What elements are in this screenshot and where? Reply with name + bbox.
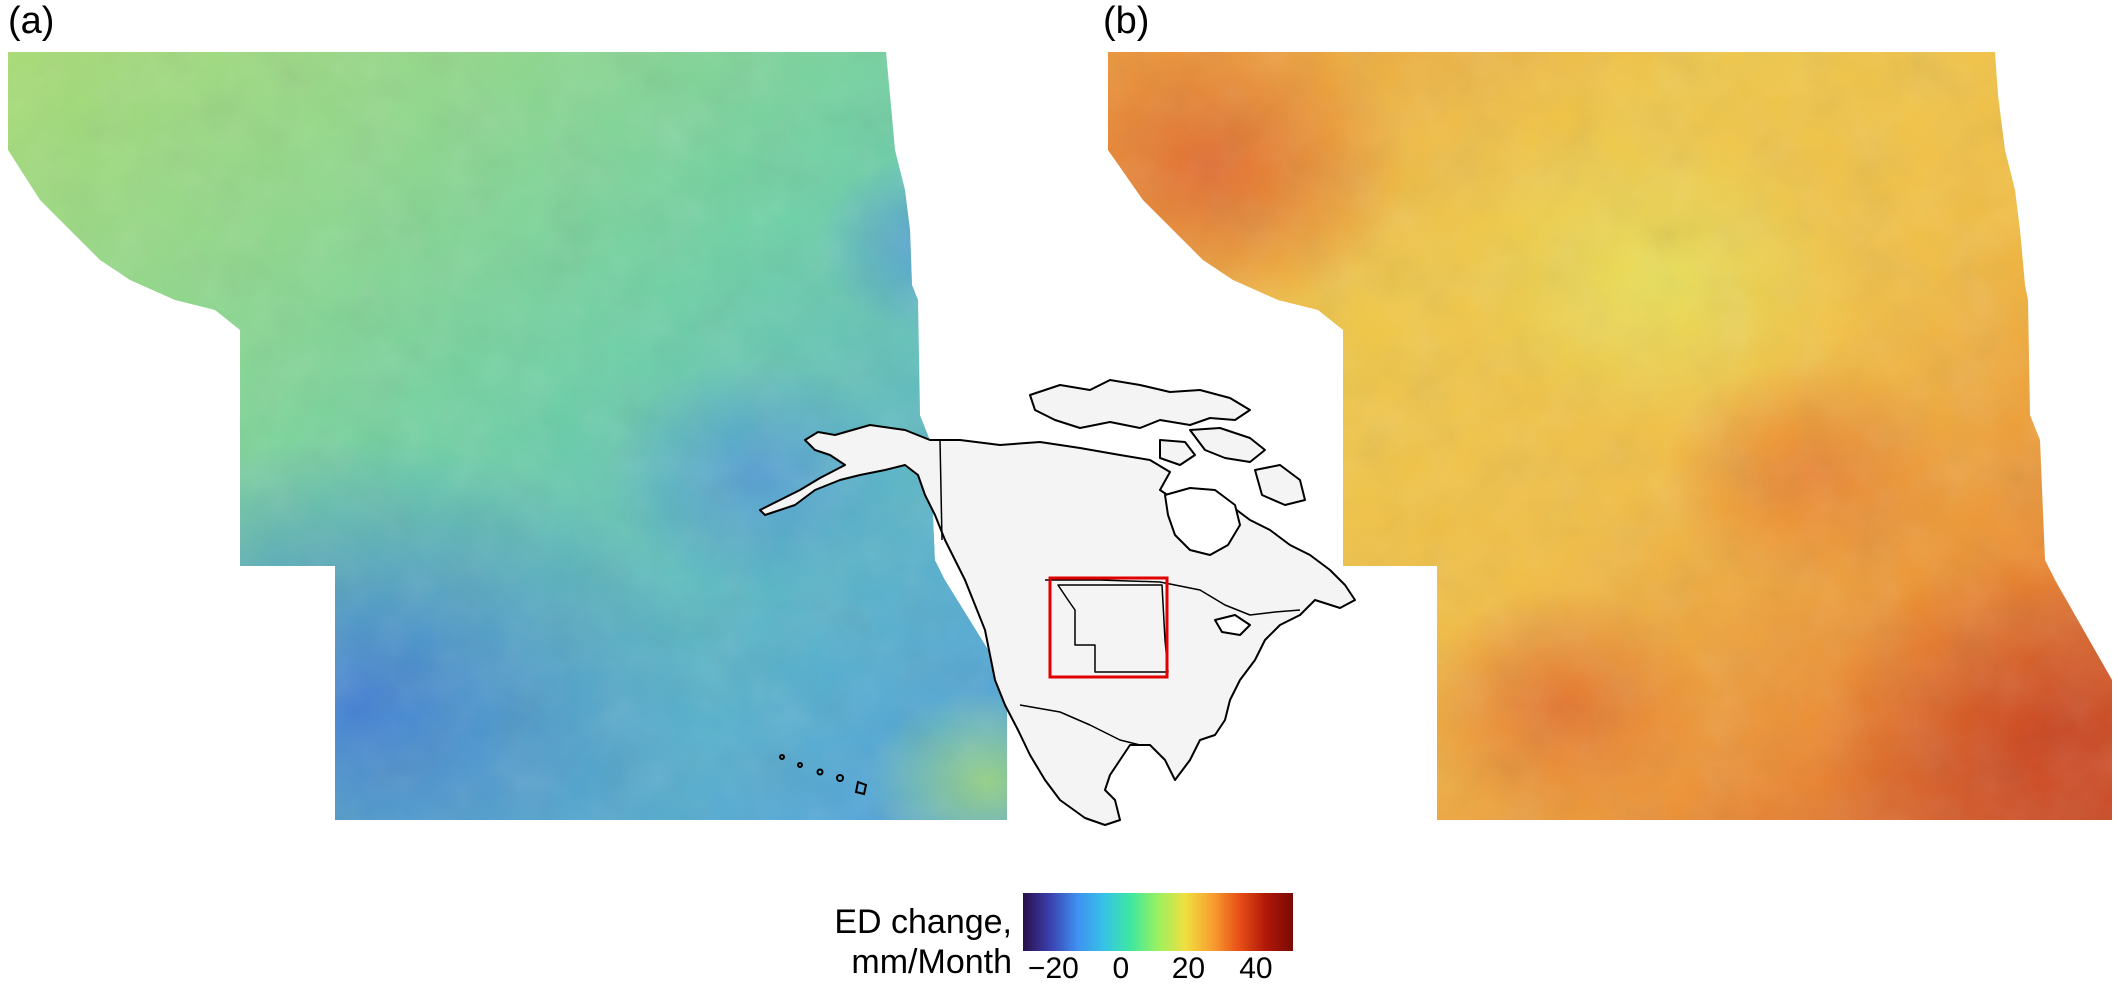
legend-tick-label: −20 — [1027, 952, 1079, 985]
legend-title-line1: ED change, — [834, 903, 1012, 941]
legend-tick-label: 0 — [1112, 952, 1130, 985]
hawaii-islands — [779, 754, 868, 796]
panel-label-b: (b) — [1103, 0, 1150, 42]
legend-title-line2: mm/Month — [851, 943, 1012, 981]
study-area-box — [1048, 576, 1169, 679]
north-america-inset-map — [759, 379, 1356, 826]
legend-tick-label: 40 — [1239, 952, 1273, 985]
panel-label-a: (a) — [8, 0, 55, 42]
map-panel-b — [1108, 52, 2112, 820]
legend-tick-label: 20 — [1171, 952, 1206, 985]
map-panel-a — [8, 52, 1007, 820]
legend-colorbar — [1023, 893, 1293, 951]
